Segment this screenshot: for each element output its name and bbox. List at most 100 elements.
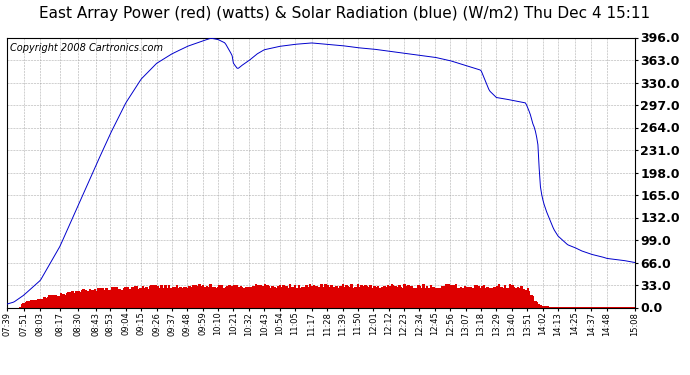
Bar [430,285,432,308]
Bar [22,303,25,307]
Bar [183,287,186,308]
Bar [237,287,239,308]
Bar [216,305,218,308]
Bar [426,286,428,308]
Bar [282,287,284,308]
Bar [270,288,273,308]
Bar [280,305,282,308]
Bar [173,287,175,308]
Bar [495,305,497,308]
Bar [34,307,37,308]
Bar [388,286,391,308]
Bar [295,305,297,308]
Bar [569,307,572,308]
Bar [332,286,334,308]
Bar [408,305,411,308]
Bar [117,306,120,308]
Bar [317,305,320,308]
Bar [417,285,420,308]
Bar [431,305,433,308]
Bar [395,286,397,308]
Bar [539,304,542,307]
Bar [168,285,170,308]
Bar [195,285,197,308]
Bar [494,286,496,308]
Bar [480,305,482,308]
Bar [451,285,453,308]
Bar [404,305,407,308]
Bar [531,296,534,307]
Bar [222,288,224,308]
Bar [354,287,357,308]
Bar [543,306,546,308]
Bar [486,286,489,308]
Bar [368,287,371,308]
Bar [154,285,157,308]
Bar [135,286,138,308]
Bar [503,305,505,308]
Bar [490,288,493,308]
Bar [212,305,215,308]
Bar [119,289,121,308]
Bar [346,286,349,308]
Bar [255,284,257,308]
Bar [293,287,295,308]
Bar [439,305,441,308]
Bar [139,288,141,308]
Bar [557,307,560,308]
Bar [61,306,63,308]
Bar [305,285,308,308]
Bar [367,305,369,308]
Bar [386,305,388,308]
Bar [233,285,236,308]
Bar [542,306,544,308]
Bar [99,306,101,308]
Bar [583,307,586,308]
Bar [412,305,415,308]
Bar [467,287,470,308]
Bar [297,285,300,308]
Bar [568,307,571,308]
Bar [80,306,82,308]
Bar [328,287,331,308]
Bar [179,287,181,308]
Bar [311,285,314,308]
Bar [271,286,274,308]
Bar [497,284,500,308]
Bar [537,307,539,308]
Bar [433,288,436,308]
Bar [362,286,364,308]
Bar [339,286,342,308]
Bar [181,288,183,308]
Bar [375,305,377,308]
Bar [172,287,175,308]
Bar [515,288,518,308]
Bar [104,290,106,308]
Bar [250,305,253,308]
Bar [384,286,387,308]
Bar [245,288,247,308]
Bar [144,305,146,308]
Bar [309,284,311,308]
Bar [187,288,189,308]
Bar [450,305,453,308]
Bar [416,305,418,308]
Bar [310,305,313,308]
Bar [317,287,319,308]
Bar [232,286,235,308]
Bar [89,288,91,308]
Bar [538,304,540,307]
Bar [382,305,384,308]
Bar [262,286,265,308]
Bar [85,290,88,308]
Bar [524,291,526,308]
Bar [420,305,422,308]
Bar [26,302,28,307]
Bar [340,305,343,308]
Bar [134,286,137,308]
Bar [137,305,139,308]
Bar [473,305,475,308]
Bar [246,305,248,308]
Bar [489,288,491,308]
Bar [533,306,535,308]
